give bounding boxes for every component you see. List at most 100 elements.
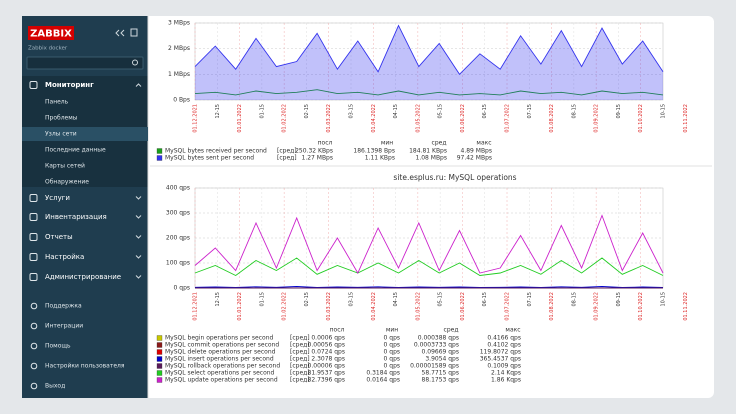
- legend-avg: 1.08 MBps: [416, 155, 448, 162]
- legend-func: [сред]: [290, 370, 310, 377]
- x-tick-label: 01.06.2022: [460, 104, 466, 133]
- legend-last: 82.7396 qps: [308, 377, 345, 384]
- submenu-item[interactable]: Проблемы: [45, 115, 78, 122]
- submenu-item[interactable]: Последние данные: [45, 147, 106, 154]
- footer-icon: [30, 302, 38, 310]
- chevron: [135, 275, 142, 279]
- footer-item[interactable]: Выход: [45, 383, 65, 390]
- x-tick-label: 12-15: [215, 104, 221, 119]
- legend-func: [сред]: [290, 377, 310, 384]
- legend-swatch: [156, 377, 163, 383]
- legend-max: 119.8072 qps: [480, 349, 521, 356]
- submenu-item[interactable]: Панель: [45, 99, 69, 106]
- x-tick-label: 01.07.2022: [505, 292, 511, 321]
- logo-box: [28, 26, 74, 40]
- x-tick-label: 01.09.2022: [594, 292, 600, 321]
- x-tick-label: 01.12.2021: [193, 292, 199, 321]
- legend-func: [сред]: [290, 335, 310, 342]
- submenu-item[interactable]: Обнаружение: [45, 179, 89, 186]
- legend-name: MySQL update operations per second: [165, 377, 278, 384]
- chevron: [135, 196, 142, 200]
- x-tick-label: 02-15: [304, 104, 310, 119]
- y-tick-label: 200 qps: [166, 235, 190, 242]
- x-tick-label: 01.02.2022: [282, 292, 288, 321]
- series-area: [195, 25, 663, 101]
- kiosk-icon[interactable]: [130, 28, 138, 37]
- menu-icon: [29, 213, 38, 221]
- x-tick-label: 07-15: [527, 292, 533, 307]
- x-tick-label: 01-15: [259, 292, 265, 307]
- legend-min: 0 qps: [384, 335, 400, 342]
- submenu-item[interactable]: Карты сетей: [45, 163, 85, 170]
- chevron: [135, 83, 142, 87]
- y-tick-label: 100 qps: [166, 260, 190, 267]
- x-tick-label: 01.03.2022: [326, 104, 332, 133]
- series-line: [194, 257, 664, 277]
- legend-avg: 58.7715 qps: [422, 370, 459, 377]
- chevron: [135, 255, 142, 259]
- legend-func: [сред]: [290, 342, 310, 349]
- legend-max: 365.4537 qps: [480, 356, 521, 363]
- legend-swatch: [156, 342, 163, 348]
- menu-item[interactable]: Администрирование: [45, 273, 121, 281]
- menu-item[interactable]: Настройка: [45, 253, 84, 261]
- x-tick-label: 08-15: [571, 104, 577, 119]
- x-tick-label: 01.11.2022: [683, 292, 689, 321]
- x-tick-label: 03-15: [349, 104, 355, 119]
- legend-header: макс: [476, 140, 491, 147]
- x-tick-label: 01.08.2022: [549, 292, 555, 321]
- search-box[interactable]: [26, 56, 144, 70]
- menu-item[interactable]: Мониторинг: [45, 81, 94, 89]
- footer-item[interactable]: Настройки пользователя: [45, 363, 125, 370]
- footer-icon: [30, 322, 38, 330]
- footer-icon: [30, 342, 38, 350]
- menu-icon: [29, 273, 38, 281]
- legend-last: 2.3078 qps: [311, 356, 345, 363]
- legend-max: 4.89 MBps: [461, 148, 493, 155]
- legend-name: MySQL delete operations per second: [165, 349, 276, 356]
- x-tick-label: 01.04.2022: [371, 292, 377, 321]
- legend-max: 2.14 Kqps: [491, 370, 521, 377]
- x-tick-label: 09-15: [616, 104, 622, 119]
- submenu-item[interactable]: Узлы сети: [45, 131, 77, 138]
- x-tick-label: 01.09.2022: [594, 104, 600, 133]
- x-tick-label: 01.05.2022: [415, 104, 421, 133]
- series-line: [194, 214, 664, 274]
- footer-item[interactable]: Поддержка: [45, 303, 82, 310]
- instance-name: Zabbix docker: [28, 46, 68, 52]
- active-item: [22, 127, 148, 141]
- menu-item[interactable]: Инвентаризация: [45, 213, 107, 221]
- legend-avg: 0.09669 qps: [422, 349, 459, 356]
- x-tick-label: 05-15: [438, 104, 444, 119]
- menu-icon: [29, 233, 38, 241]
- legend-min: 1.11 KBps: [365, 155, 395, 162]
- legend-last: 1.27 MBps: [302, 155, 334, 162]
- menu-item[interactable]: Услуги: [45, 194, 70, 202]
- legend-header: сред: [444, 327, 459, 334]
- legend-max: 97.42 MBps: [457, 155, 492, 162]
- x-tick-label: 06-15: [482, 292, 488, 307]
- x-tick-label: 04-15: [393, 104, 399, 119]
- legend-header: мин: [386, 327, 398, 334]
- x-tick-label: 01.06.2022: [460, 292, 466, 321]
- x-tick-label: 05-15: [438, 292, 444, 307]
- y-tick-label: 1 MBps: [168, 71, 190, 78]
- footer-icon: [30, 362, 38, 370]
- legend-max: 1.86 Kqps: [491, 377, 521, 384]
- collapse-icon[interactable]: [115, 29, 125, 37]
- footer-item[interactable]: Помощь: [45, 343, 71, 350]
- legend-swatch: [156, 148, 163, 154]
- footer-item[interactable]: Интеграции: [45, 323, 83, 330]
- legend-swatch: [156, 335, 163, 341]
- menu-item[interactable]: Отчеты: [45, 233, 73, 241]
- legend-name: MySQL select operations per second: [165, 370, 275, 377]
- legend-last: 0.0006 qps: [311, 335, 345, 342]
- x-tick-label: 08-15: [571, 292, 577, 307]
- legend-last: 0.00056 qps: [308, 342, 345, 349]
- y-tick-label: 300 qps: [166, 210, 190, 217]
- legend-max: 0.4166 qps: [487, 335, 521, 342]
- legend-swatch: [156, 356, 163, 362]
- x-tick-label: 10-15: [661, 292, 667, 307]
- legend-func: [сред]: [290, 356, 310, 363]
